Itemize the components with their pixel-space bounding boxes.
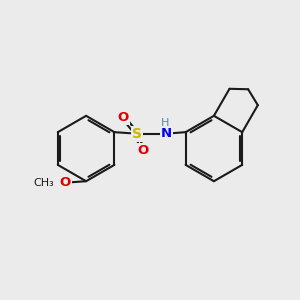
Text: S: S bbox=[132, 127, 142, 141]
Text: O: O bbox=[137, 144, 148, 158]
Text: H: H bbox=[161, 118, 169, 128]
Text: N: N bbox=[161, 127, 172, 140]
Text: O: O bbox=[60, 176, 71, 189]
Text: CH₃: CH₃ bbox=[34, 178, 54, 188]
Text: O: O bbox=[118, 111, 129, 124]
